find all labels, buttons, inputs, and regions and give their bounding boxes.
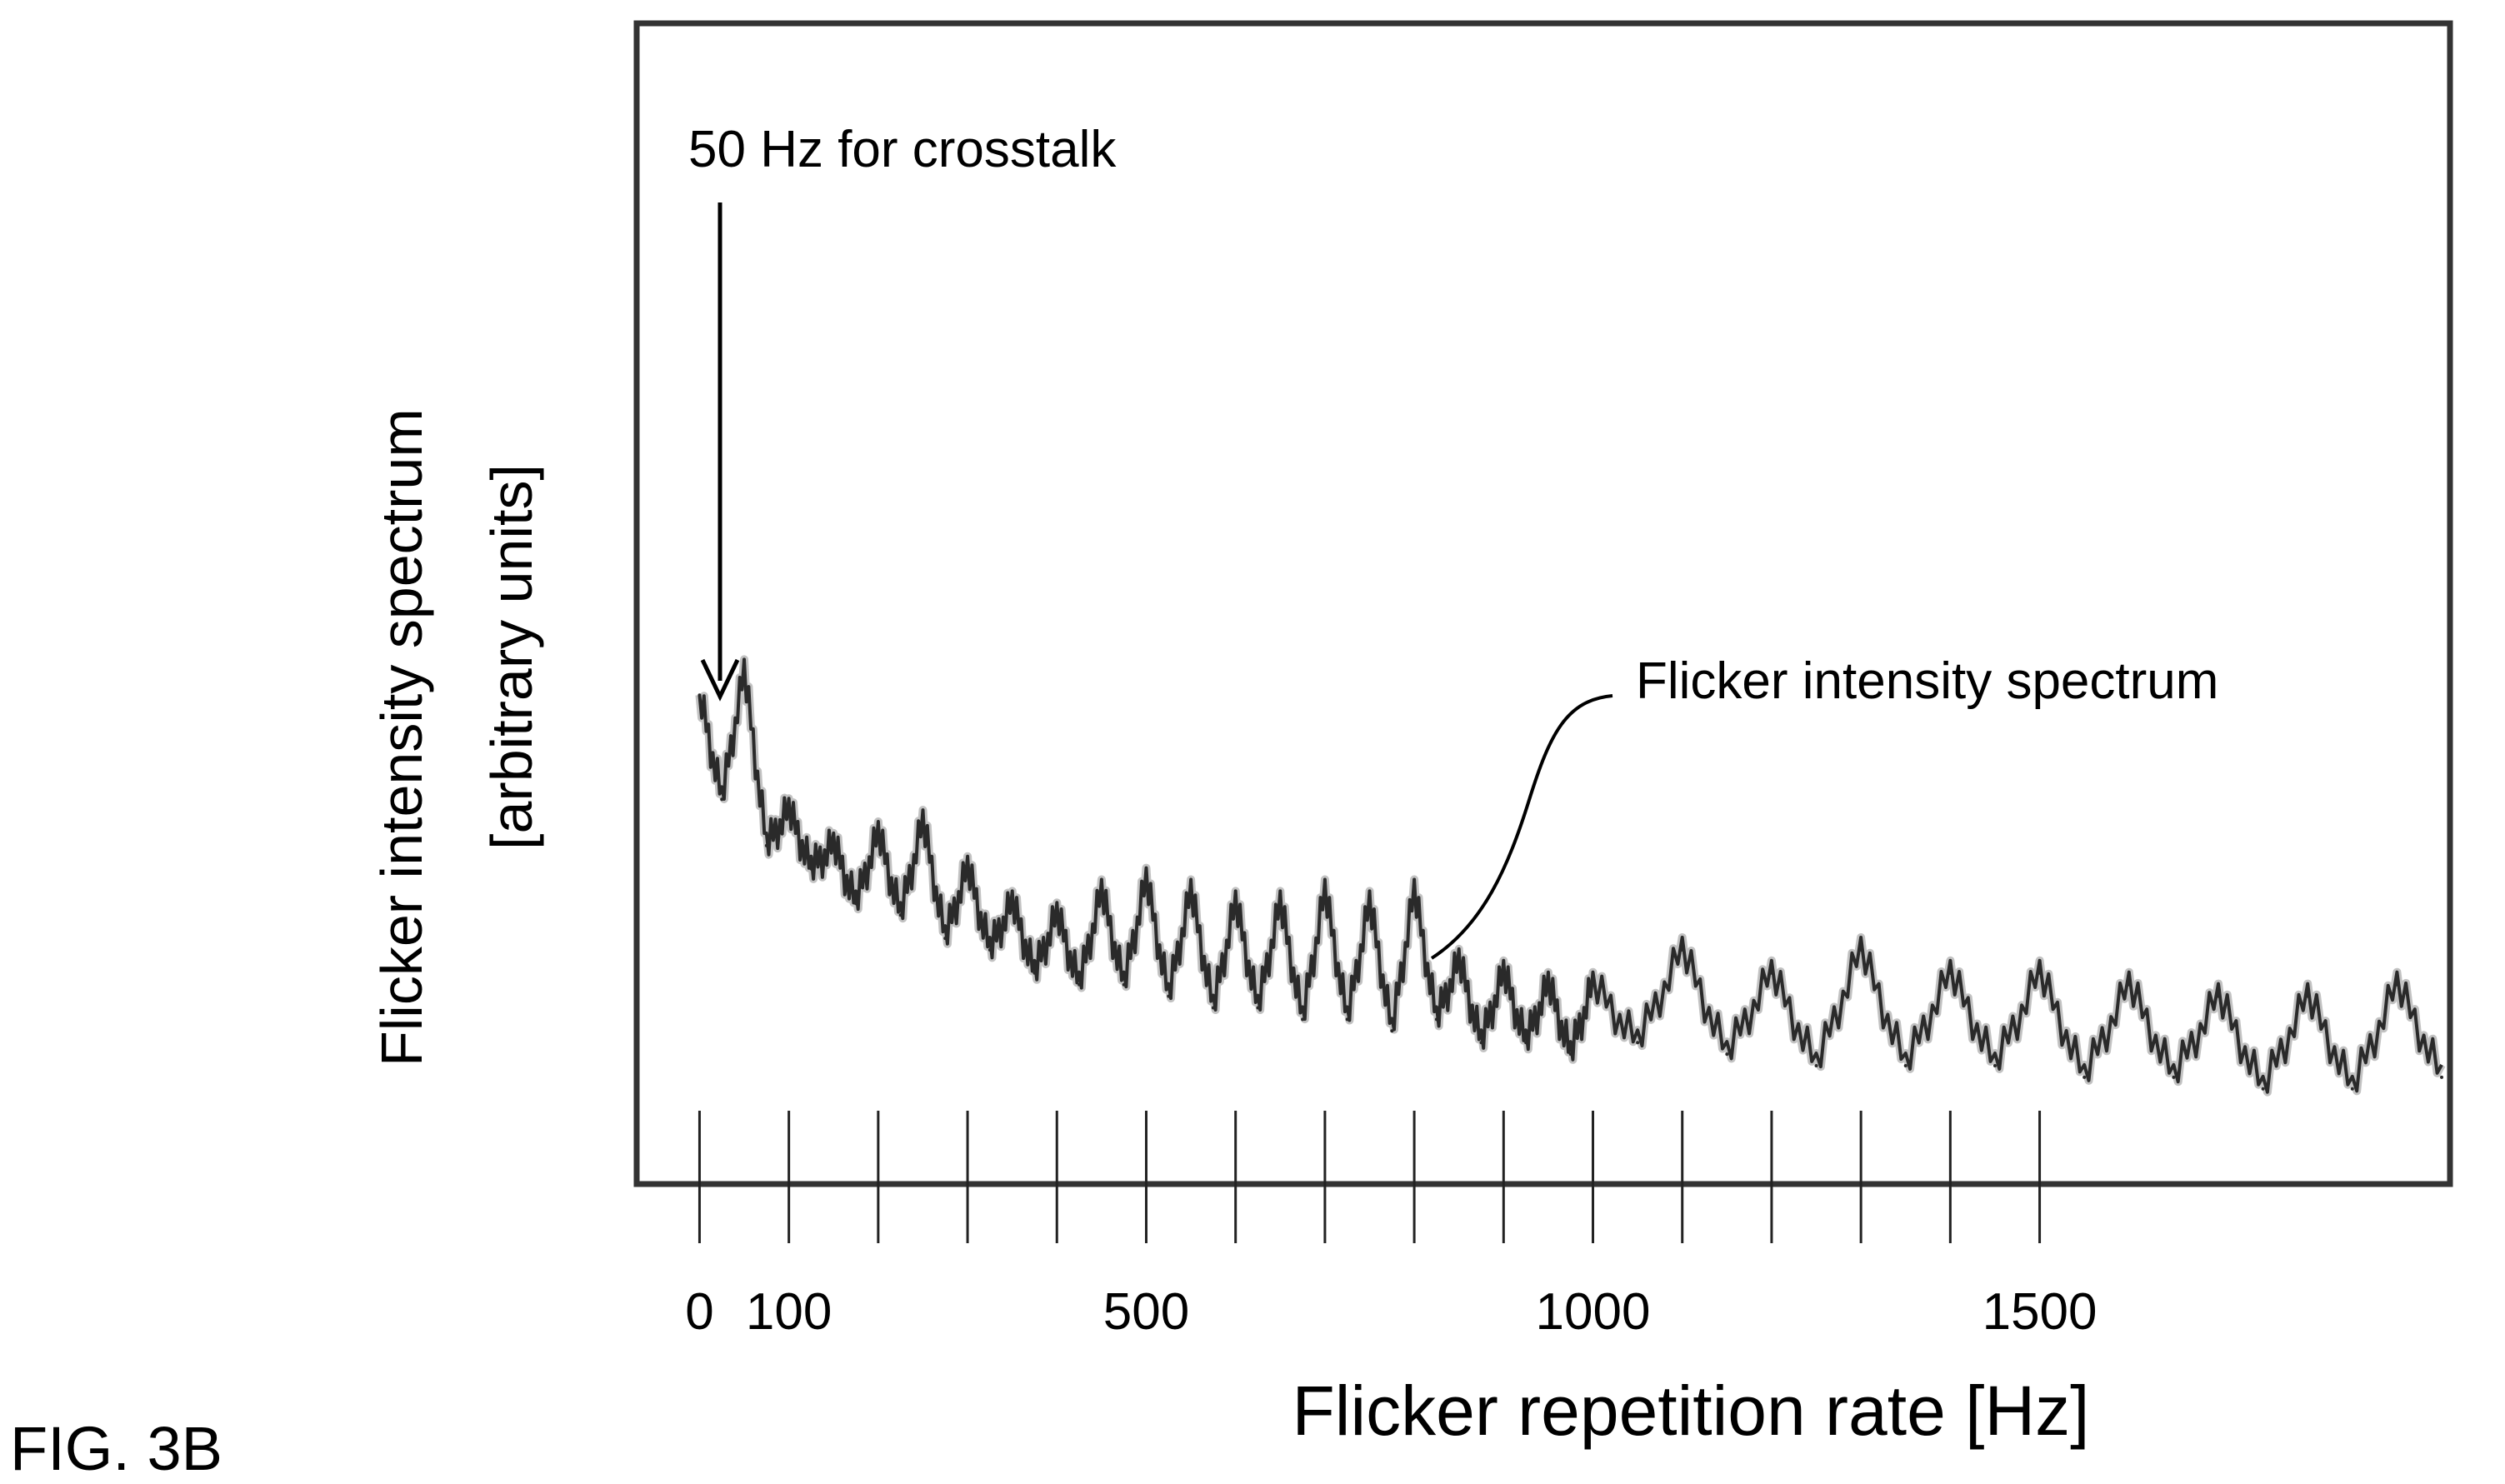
- figure-label: FIG. 3B: [10, 1414, 222, 1483]
- data-point-1100: [1680, 948, 1684, 952]
- data-point-825: [1434, 1017, 1438, 1022]
- data-point-1800: [2306, 994, 2310, 998]
- data-point-450: [1099, 890, 1103, 894]
- data-point-850: [1457, 959, 1461, 963]
- data-point-900: [1502, 971, 1506, 975]
- data-point-300: [966, 867, 970, 871]
- annotation-spectrum-leader: [1430, 694, 1613, 960]
- data-point-1350: [1903, 1064, 1908, 1067]
- data-point-375: [1032, 971, 1037, 975]
- data-point-125: [809, 867, 813, 871]
- annotation-spectrum-label: Flicker intensity spectrum: [1636, 652, 2218, 710]
- data-point-1250: [1814, 1064, 1818, 1067]
- data-point-1400: [1948, 971, 1952, 975]
- data-point-500: [1144, 878, 1148, 882]
- data-point-1900: [2395, 982, 2399, 987]
- data-point-475: [1122, 982, 1126, 987]
- x-tick-label-1500: 1500: [1982, 1283, 2098, 1341]
- data-point-1650: [2172, 1075, 2176, 1079]
- data-point-425: [1078, 982, 1082, 987]
- x-axis-tick-labels: 0 100 500 1000 1500: [685, 1283, 2097, 1341]
- data-point-700: [1322, 890, 1327, 894]
- data-point-600: [1233, 902, 1238, 906]
- data-point-650: [1278, 902, 1282, 906]
- data-point-875: [1479, 1041, 1483, 1045]
- x-tick-label-1000: 1000: [1536, 1283, 1651, 1341]
- data-point-325: [988, 948, 992, 952]
- y-axis-label-line1: Flicker intensity spectrum: [369, 408, 434, 1067]
- data-point-225: [898, 913, 902, 917]
- data-point-175: [854, 902, 858, 906]
- data-point-525: [1167, 994, 1171, 998]
- data-point-575: [1211, 1006, 1215, 1010]
- x-axis-label: Flicker repetition rate [Hz]: [1292, 1372, 2090, 1450]
- data-point-550: [1189, 890, 1193, 894]
- data-point-1750: [2261, 1087, 2265, 1091]
- annotation-50hz-arrowhead-icon: [700, 658, 740, 702]
- data-point-1700: [2216, 994, 2220, 998]
- annotation-spectrum: Flicker intensity spectrum: [1430, 652, 2218, 960]
- data-point-25: [720, 797, 724, 802]
- data-point-50: [742, 670, 747, 674]
- data-point-1150: [1725, 1052, 1729, 1057]
- data-point-1950: [2440, 1075, 2443, 1079]
- data-point-1850: [2350, 1087, 2354, 1091]
- data-point-1500: [2038, 971, 2042, 975]
- data-point-1600: [2127, 982, 2131, 987]
- data-point-250: [921, 821, 925, 825]
- plot-frame: [633, 20, 2453, 1187]
- data-point-200: [876, 832, 880, 836]
- data-point-750: [1368, 902, 1372, 906]
- data-point-925: [1524, 1041, 1528, 1045]
- data-point-150: [832, 843, 836, 847]
- data-point-350: [1010, 902, 1014, 906]
- data-point-725: [1345, 1017, 1349, 1022]
- x-axis-ticks: [698, 1111, 2042, 1243]
- data-point-1000: [1591, 982, 1595, 987]
- annotation-50hz-label: 50 Hz for crosstalk: [688, 121, 1117, 178]
- data-point-275: [943, 937, 948, 941]
- data-point-950: [1546, 982, 1550, 987]
- data-point-1550: [2082, 1075, 2087, 1079]
- data-point-775: [1390, 1029, 1394, 1033]
- data-point-1300: [1859, 948, 1863, 952]
- data-point-1200: [1769, 971, 1773, 975]
- series-line: [698, 657, 2443, 1094]
- y-axis-label-line2: [arbitrary units]: [479, 464, 544, 850]
- x-tick-label-100: 100: [746, 1283, 832, 1341]
- data-point-75: [764, 843, 768, 847]
- x-tick-label-0: 0: [685, 1283, 713, 1341]
- data-point-1050: [1636, 1041, 1640, 1045]
- series-flicker-intensity-spectrum: [695, 655, 2446, 1097]
- data-point-975: [1568, 1052, 1572, 1057]
- data-point-675: [1301, 1017, 1305, 1022]
- x-tick-label-500: 500: [1103, 1283, 1189, 1341]
- data-point-1450: [1992, 1064, 1997, 1067]
- plot-frame-border: [633, 20, 2453, 1187]
- data-point-800: [1412, 890, 1417, 894]
- data-point-625: [1256, 1006, 1260, 1010]
- annotation-50hz: 50 Hz for crosstalk: [688, 121, 1117, 702]
- data-point-400: [1055, 913, 1059, 917]
- data-point-0: [698, 693, 702, 697]
- data-point-100: [787, 809, 791, 813]
